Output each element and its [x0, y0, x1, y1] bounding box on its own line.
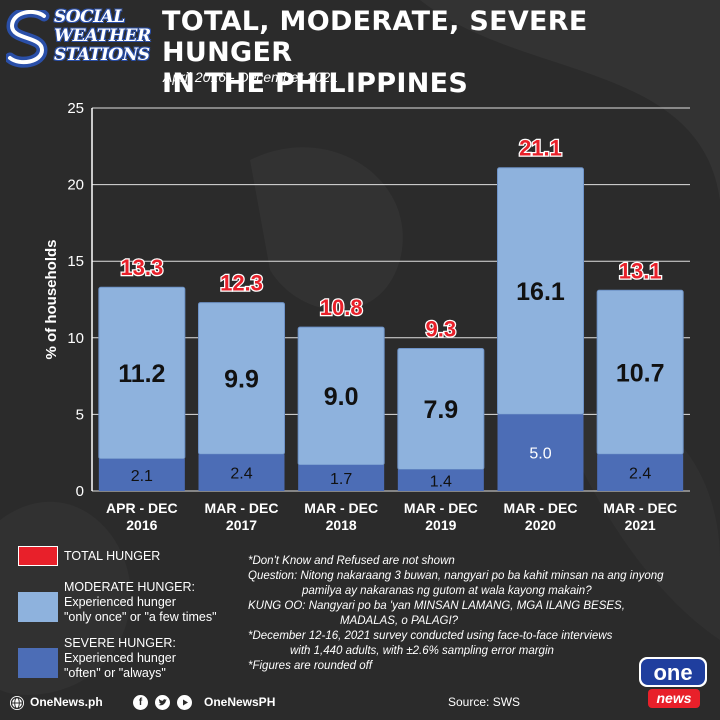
title-line-1: TOTAL, MODERATE, SEVERE HUNGER — [162, 6, 588, 68]
logo-line-1: SOCIAL — [54, 7, 125, 27]
total-value-label: 9.3 — [426, 317, 457, 342]
note-line: *December 12-16, 2021 survey conducted u… — [248, 630, 613, 642]
x-category-label: MAR - DEC — [404, 500, 478, 516]
legend-moderate-line-1: MODERATE HUNGER: — [64, 580, 196, 594]
severe-value-label: 2.1 — [131, 468, 153, 485]
one-logo-bottom-text: news — [656, 690, 691, 706]
total-value-label: 12.3 — [220, 271, 263, 296]
x-category-label: MAR - DEC — [504, 500, 578, 516]
total-value-label: 10.8 — [320, 295, 363, 320]
bar-severe — [597, 454, 684, 491]
severe-value-label: 2.4 — [230, 466, 252, 483]
bar-severe — [397, 469, 484, 491]
severe-value-label: 1.7 — [330, 471, 352, 488]
y-tick-label: 15 — [67, 253, 84, 270]
source-credit: Source: SWS — [448, 695, 521, 709]
survey-notes: *Don't Know and Refused are not shown Qu… — [248, 554, 718, 674]
facebook-icon[interactable]: f — [133, 695, 148, 710]
y-tick-label: 0 — [76, 483, 84, 500]
sws-s-icon — [6, 10, 50, 68]
legend-label-total: TOTAL HUNGER — [64, 549, 161, 563]
moderate-value-label: 7.9 — [423, 396, 458, 424]
note-line: *Figures are rounded off — [248, 660, 373, 672]
legend-label-severe: SEVERE HUNGER: Experienced hunger "often… — [64, 636, 176, 681]
note-line: with 1,440 adults, with ±2.6% sampling e… — [290, 645, 554, 657]
legend-severe-line-1: SEVERE HUNGER: — [64, 636, 176, 650]
y-tick-label: 25 — [67, 100, 84, 117]
x-category-year-label: 2021 — [625, 517, 656, 533]
logo-line-2: WEATHER — [54, 26, 151, 46]
moderate-value-label: 10.7 — [616, 359, 665, 387]
y-tick-label: 5 — [76, 406, 84, 423]
moderate-value-label: 11.2 — [118, 360, 165, 388]
one-logo-top-text: one — [653, 660, 692, 685]
sws-logo: SOCIAL WEATHER STATIONS — [6, 8, 156, 70]
x-category-year-label: 2020 — [525, 517, 556, 533]
legend-label-moderate: MODERATE HUNGER: Experienced hunger "onl… — [64, 580, 217, 625]
severe-value-label: 5.0 — [529, 446, 551, 463]
total-value-label: 13.3 — [120, 255, 163, 280]
note-line: *Don't Know and Refused are not shown — [248, 555, 455, 567]
note-line: KUNG OO: Nangyari po ba 'yan MINSAN LAMA… — [248, 600, 625, 612]
legend-moderate-line-2: Experienced hunger — [64, 595, 176, 609]
x-category-label: MAR - DEC — [304, 500, 378, 516]
severe-value-label: 1.4 — [430, 473, 452, 490]
total-value-label: 13.1 — [619, 258, 662, 283]
page-subtitle: April 2016 - December 2021 — [163, 69, 339, 85]
note-line: Question: Nitong nakaraang 3 buwan, nang… — [248, 570, 664, 582]
legend-swatch-total — [18, 546, 58, 566]
moderate-value-label: 9.9 — [224, 365, 259, 393]
x-category-label: MAR - DEC — [205, 500, 279, 516]
bar-severe — [198, 454, 285, 491]
x-category-year-label: 2018 — [326, 517, 357, 533]
total-value-label: 21.1 — [519, 136, 562, 161]
page-title: TOTAL, MODERATE, SEVERE HUNGER IN THE PH… — [162, 6, 714, 99]
x-category-year-label: 2017 — [226, 517, 257, 533]
moderate-value-label: 9.0 — [324, 383, 359, 411]
severe-value-label: 2.4 — [629, 466, 651, 483]
sws-logo-text: SOCIAL WEATHER STATIONS — [54, 8, 158, 65]
globe-icon — [10, 696, 24, 710]
x-category-label: MAR - DEC — [603, 500, 677, 516]
x-category-label: APR - DEC — [106, 500, 178, 516]
bar-severe — [98, 458, 185, 491]
footer-site-link[interactable]: OneNews.ph — [30, 695, 103, 709]
note-line: pamilya ay nakaranas ng gutom at wala ka… — [302, 585, 592, 597]
x-category-year-label: 2016 — [126, 517, 157, 533]
footer-social-handle[interactable]: OneNewsPH — [204, 695, 276, 709]
twitter-icon[interactable] — [155, 695, 170, 710]
legend-swatch-moderate — [18, 592, 58, 622]
legend-severe-line-2: Experienced hunger — [64, 651, 176, 665]
legend-swatch-severe — [18, 648, 58, 678]
legend-moderate-line-3: "only once" or "a few times" — [64, 610, 217, 624]
title-line-2: IN THE PHILIPPINES — [162, 68, 469, 99]
x-category-year-label: 2019 — [425, 517, 456, 533]
y-tick-label: 10 — [67, 330, 84, 347]
bar-severe — [497, 414, 584, 491]
bar-severe — [298, 464, 385, 491]
one-news-logo: one news — [639, 657, 707, 708]
note-line: MADALAS, o PALAGI? — [340, 615, 459, 627]
footer: OneNews.ph f OneNewsPH Source: SWS — [0, 690, 720, 720]
moderate-value-label: 16.1 — [516, 278, 565, 306]
youtube-icon[interactable] — [177, 695, 192, 710]
y-tick-label: 20 — [67, 177, 84, 194]
hunger-bar-chart: 0 5 10 15 20 25 % of households 11.2 2.1 13.3 APR … — [43, 100, 690, 533]
logo-line-3: STATIONS — [54, 45, 150, 65]
y-axis-title: % of households — [43, 240, 60, 360]
legend-severe-line-3: "often" or "always" — [64, 666, 166, 680]
